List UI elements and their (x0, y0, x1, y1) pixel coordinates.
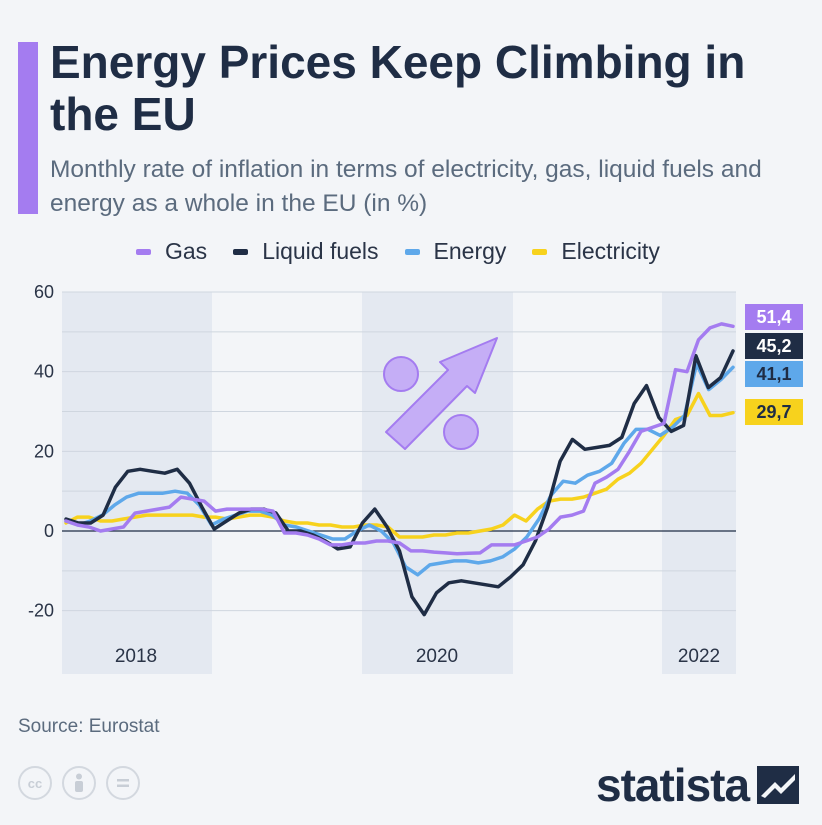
attribution-icon[interactable] (62, 766, 96, 800)
legend-item-gas: Gas (136, 238, 207, 265)
end-label-text-energy: 41,1 (756, 364, 791, 384)
series-line-gas (64, 322, 735, 556)
legend-label-energy: Energy (433, 238, 507, 264)
up-arrow-icon (385, 337, 498, 450)
no-derivatives-icon[interactable] (106, 766, 140, 800)
year-label-2020: 2020 (416, 646, 458, 667)
series-line-electricity (64, 391, 735, 539)
legend-swatch-energy (404, 248, 420, 255)
legend-label-liquid-fuels: Liquid fuels (262, 238, 379, 264)
legend-item-electricity: Electricity (532, 238, 660, 265)
legend-label-electricity: Electricity (561, 238, 660, 264)
gridlines (62, 291, 736, 612)
end-label-bg-electricity (745, 399, 803, 425)
end-value-labels: 51,4 45,2 41,1 29,7 (745, 304, 803, 425)
creative-commons-icon[interactable]: cc (18, 766, 52, 800)
y-tick-label-neg20: -20 (28, 601, 54, 621)
end-label-text-electricity: 29,7 (756, 402, 791, 422)
end-label-gas: 51,4 (745, 304, 803, 330)
year-label-2022: 2022 (678, 646, 720, 667)
legend-swatch-gas (136, 248, 151, 255)
title-accent-bar (18, 42, 38, 214)
series-line-liquid-fuels (64, 349, 735, 617)
y-tick-label-60: 60 (34, 282, 54, 302)
year-band-2022 (662, 292, 736, 674)
legend-swatch-electricity (532, 248, 548, 255)
chart-subtitle: Monthly rate of inflation in terms of el… (50, 156, 762, 217)
series-lines (64, 322, 735, 617)
percent-dot-top-icon (383, 356, 419, 392)
end-label-liquid-fuels: 45,2 (745, 333, 803, 359)
brand-name: statista (596, 759, 750, 811)
year-label-2018: 2018 (115, 646, 157, 667)
license-icons: cc (18, 766, 140, 800)
end-label-bg-energy (745, 361, 803, 387)
legend-item-liquid-fuels: Liquid fuels (233, 238, 379, 265)
y-tick-label-40: 40 (34, 362, 54, 382)
end-label-bg-gas (745, 304, 803, 330)
source-note: Source: Eurostat (18, 716, 160, 737)
statista-logo[interactable]: statista (596, 758, 800, 812)
percent-arrow-illustration (383, 337, 498, 450)
end-label-text-gas: 51,4 (756, 307, 791, 327)
end-label-electricity: 29,7 (745, 399, 803, 425)
legend-item-energy: Energy (404, 238, 507, 265)
y-tick-label-20: 20 (34, 441, 54, 461)
end-label-text-liquid-fuels: 45,2 (756, 336, 791, 356)
legend-swatch-liquid-fuels (233, 248, 249, 255)
legend: Gas Liquid fuels Energy Electricity (136, 238, 660, 265)
end-label-bg-liquid-fuels (745, 333, 803, 359)
legend-label-gas: Gas (165, 238, 208, 264)
end-label-energy: 41,1 (745, 361, 803, 387)
y-tick-label-0: 0 (44, 521, 54, 541)
y-axis-ticks: 60 40 20 0 -20 (28, 282, 54, 621)
statista-logo-icon (757, 766, 800, 804)
chart-title: Energy Prices Keep Climbing in the EU (50, 36, 746, 140)
percent-dot-bottom-icon (443, 414, 479, 450)
